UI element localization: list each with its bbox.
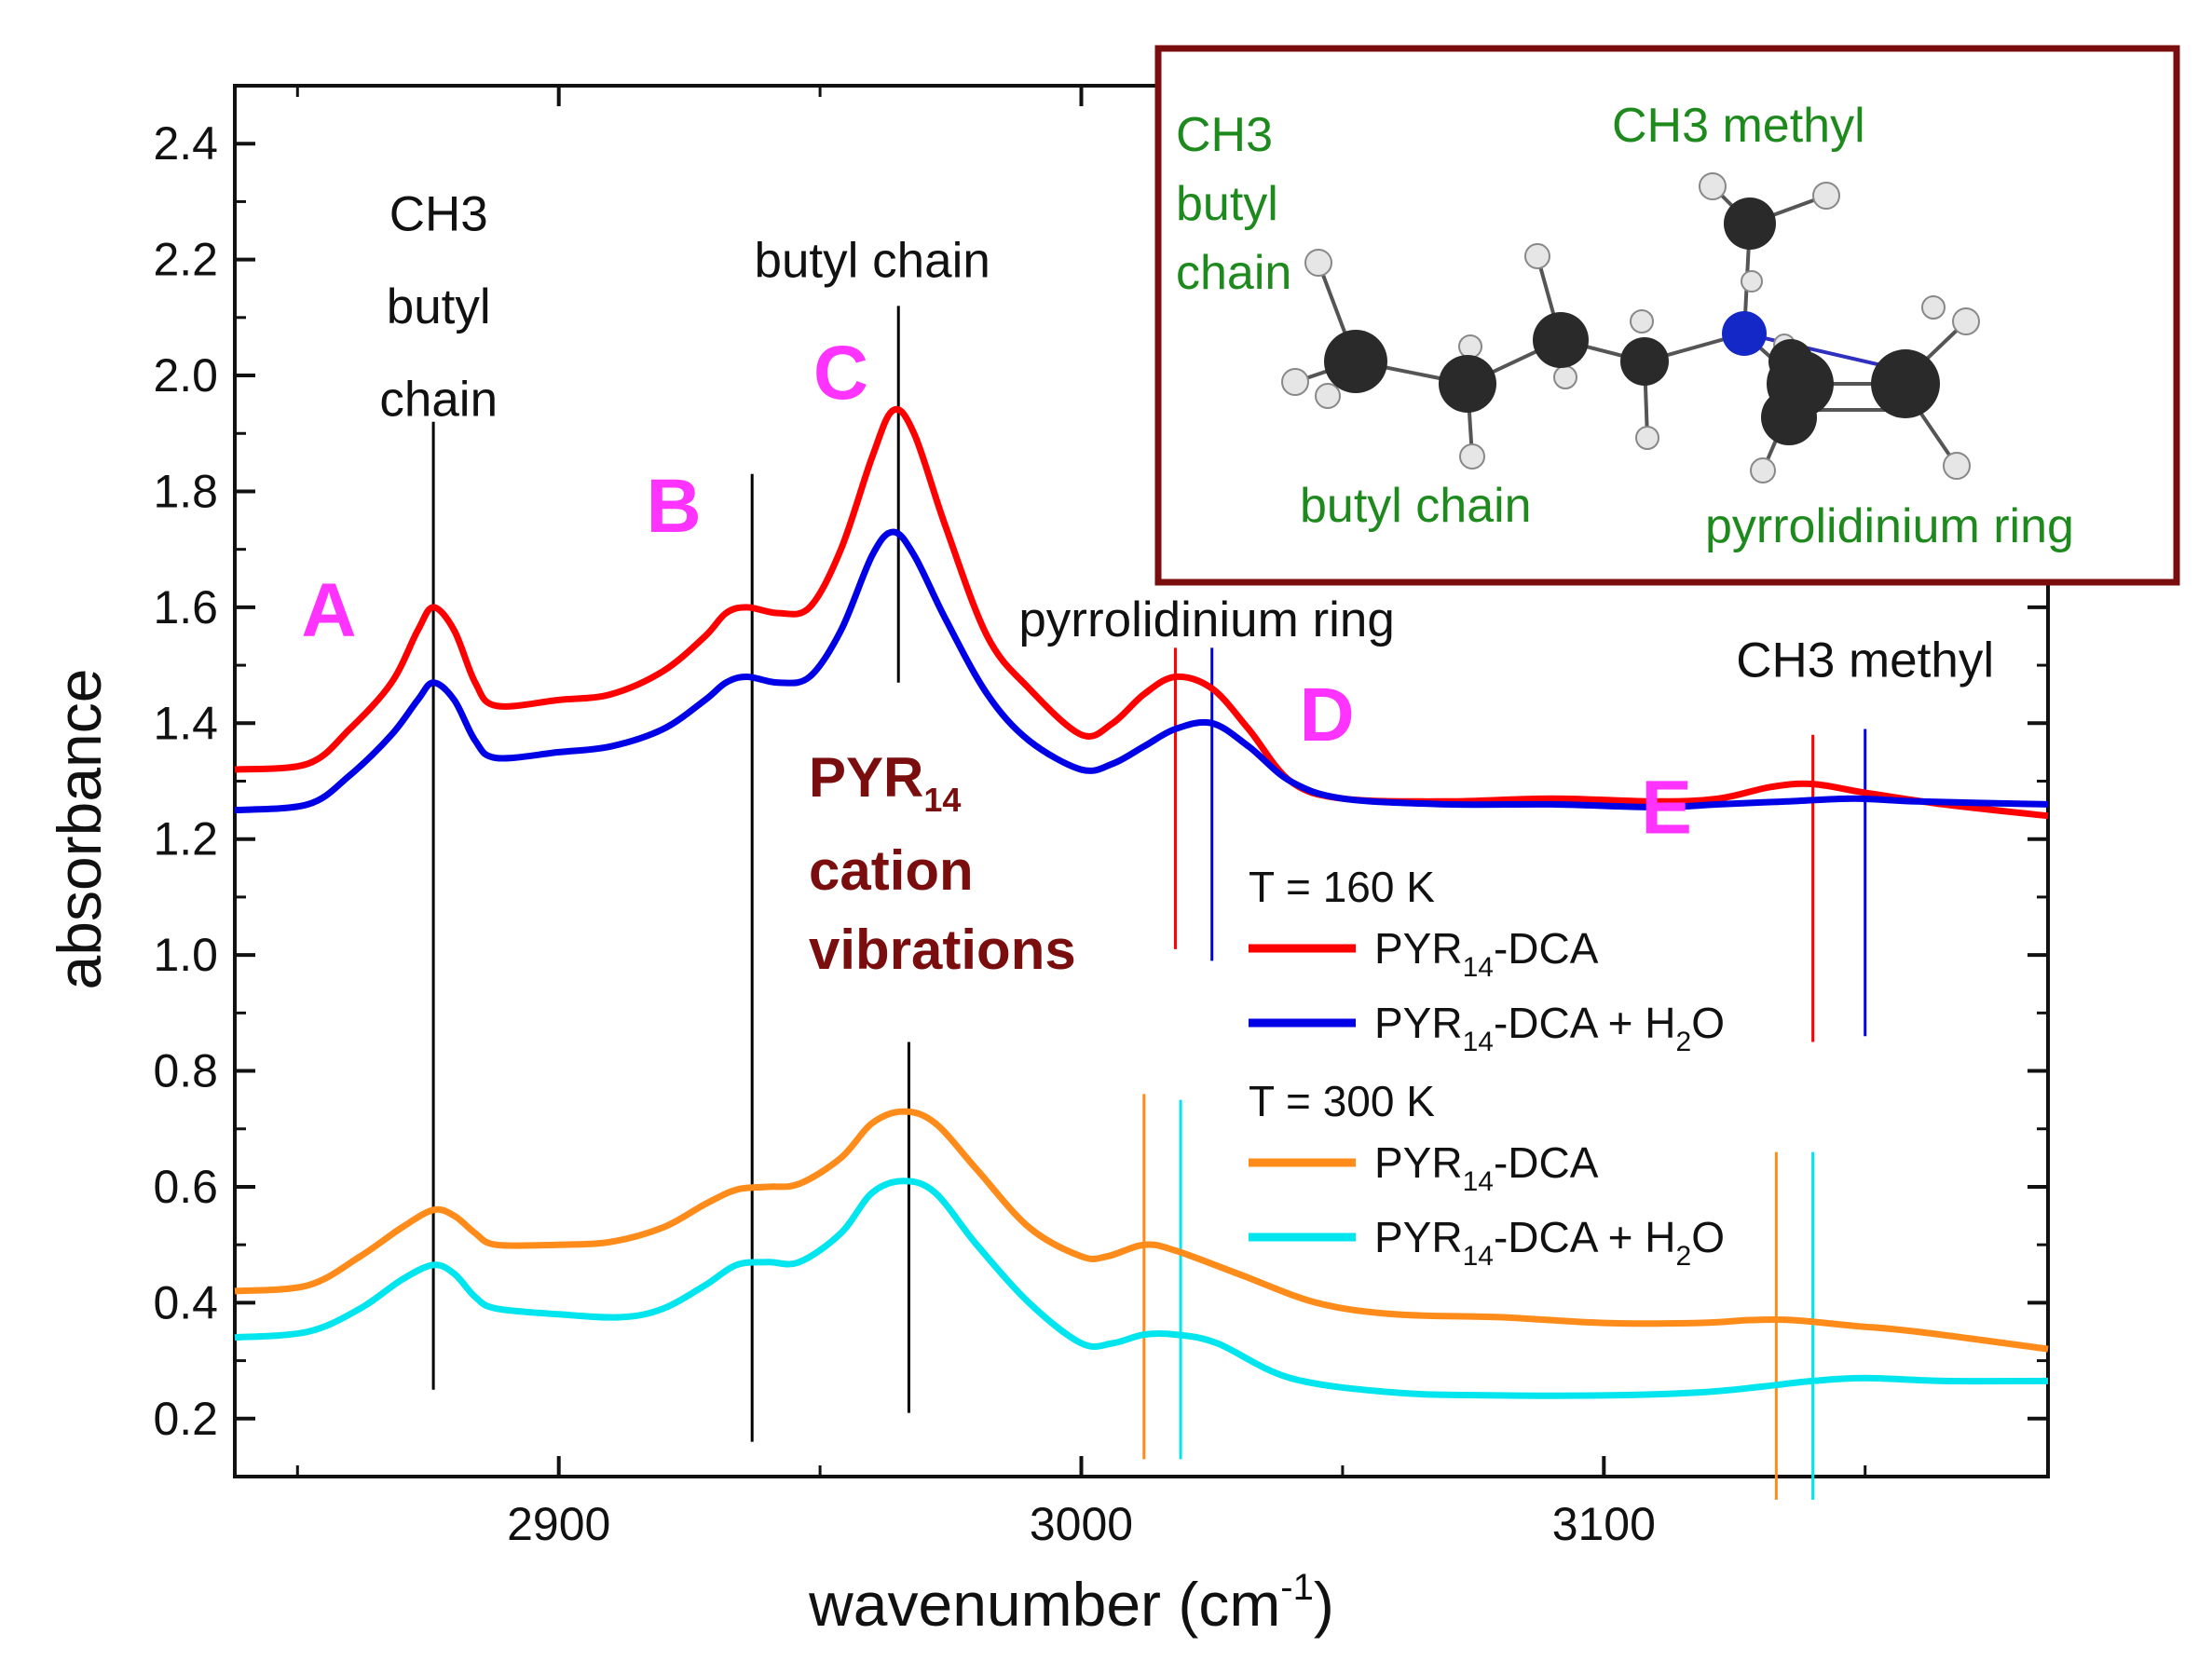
y-tick-label: 1.0 xyxy=(153,929,218,981)
series-line xyxy=(234,1178,2049,1399)
inset-ch3-methyl-label: CH3 methyl xyxy=(1612,99,1865,153)
y-tick-label: 1.2 xyxy=(153,813,218,865)
annotation-text: CH3 xyxy=(389,187,488,242)
x-tick-label: 3100 xyxy=(1552,1498,1656,1550)
legend-label-cyan: PYR14-DCA + H2O xyxy=(1374,1213,1725,1272)
peak-label: A xyxy=(301,568,356,653)
nitrogen-atom xyxy=(1722,311,1767,356)
inset-butyl-chain-label: butyl chain xyxy=(1300,479,1532,533)
y-tick-label: 0.8 xyxy=(153,1045,218,1097)
y-tick-label: 0.2 xyxy=(153,1393,218,1445)
hydrogen-atom xyxy=(1635,426,1659,450)
legend-title-300k: T = 300 K xyxy=(1249,1077,1435,1125)
annotation-text: butyl xyxy=(387,279,491,334)
hydrogen-atom xyxy=(1304,249,1332,277)
annotation-text: butyl chain xyxy=(754,233,990,288)
cation-vibrations-note: PYR14 cation vibrations xyxy=(809,746,1076,981)
molecule-inset: CH3 butyl chain CH3 methyl butyl chain p… xyxy=(1154,45,2180,586)
hydrogen-atom xyxy=(1921,295,1946,320)
series-line xyxy=(234,528,2049,814)
inset-ch3-label: CH3 xyxy=(1176,108,1273,162)
y-tick-label: 1.4 xyxy=(153,697,218,749)
inset-butyl-label: butyl xyxy=(1176,177,1278,231)
inset-frame xyxy=(1154,45,2180,586)
x-axis-label: wavenumber (cm-1) xyxy=(808,1567,1334,1639)
peak-label: E xyxy=(1641,765,1692,850)
annotation-text: CH3 methyl xyxy=(1736,633,1994,688)
peak-label: B xyxy=(646,464,701,549)
legend: T = 160 K PYR14-DCA PYR14-DCA + H2O T = … xyxy=(1249,863,1725,1272)
series-line xyxy=(234,1108,2049,1353)
y-axis-label: absorbance xyxy=(45,669,114,990)
y-tick-label: 0.4 xyxy=(153,1276,218,1328)
x-axis-label-close: ) xyxy=(1314,1570,1334,1639)
legend-label-red: PYR14-DCA xyxy=(1374,924,1599,983)
hydrogen-atom xyxy=(1812,182,1840,210)
y-tick-label: 2.4 xyxy=(153,117,218,170)
series-line xyxy=(234,405,2049,820)
note-line1: PYR14 xyxy=(809,746,961,819)
hydrogen-atom xyxy=(1630,309,1654,334)
peak-label: C xyxy=(813,331,868,415)
hydrogen-atom xyxy=(1699,172,1727,200)
carbon-atom xyxy=(1620,337,1669,386)
legend-label-blue: PYR14-DCA + H2O xyxy=(1374,999,1725,1057)
x-axis-label-main: wavenumber (cm xyxy=(808,1570,1280,1639)
hydrogen-atom xyxy=(1553,365,1577,389)
x-axis-label-sup: -1 xyxy=(1280,1567,1314,1608)
hydrogen-atom xyxy=(1943,452,1971,480)
hydrogen-atom xyxy=(1741,270,1763,293)
peak-label: D xyxy=(1299,673,1354,757)
hydrogen-atom xyxy=(1458,334,1482,359)
inset-ring-label: pyrrolidinium ring xyxy=(1705,499,2074,553)
annotation-text: pyrrolidinium ring xyxy=(1018,592,1395,647)
legend-label-orange: PYR14-DCA xyxy=(1374,1138,1599,1197)
x-tick-label: 3000 xyxy=(1030,1498,1133,1550)
y-tick-label: 2.2 xyxy=(153,234,218,286)
x-tick-label: 2900 xyxy=(507,1498,610,1550)
carbon-atom xyxy=(1768,339,1813,384)
hydrogen-atom xyxy=(1524,243,1550,269)
hydrogen-atom xyxy=(1952,307,1980,335)
note-line2: cation xyxy=(809,839,974,902)
carbon-atom xyxy=(1761,389,1817,445)
annotation-text: chain xyxy=(379,373,498,428)
y-tick-label: 2.0 xyxy=(153,349,218,402)
carbon-atom xyxy=(1533,312,1589,368)
carbon-atom xyxy=(1324,330,1387,393)
note-line3: vibrations xyxy=(809,919,1076,981)
carbon-atom xyxy=(1871,349,1940,418)
hydrogen-atom xyxy=(1750,457,1776,483)
y-tick-label: 1.8 xyxy=(153,465,218,517)
y-tick-label: 0.6 xyxy=(153,1161,218,1213)
hydrogen-atom xyxy=(1459,443,1485,470)
y-tick-label: 1.6 xyxy=(153,581,218,633)
inset-chain-label: chain xyxy=(1176,246,1291,300)
hydrogen-atom xyxy=(1281,368,1309,396)
carbon-atom xyxy=(1439,355,1496,413)
carbon-atom xyxy=(1724,197,1776,250)
molecule-atoms xyxy=(1281,172,1980,483)
legend-title-160k: T = 160 K xyxy=(1249,863,1435,911)
hydrogen-atom xyxy=(1315,383,1341,409)
